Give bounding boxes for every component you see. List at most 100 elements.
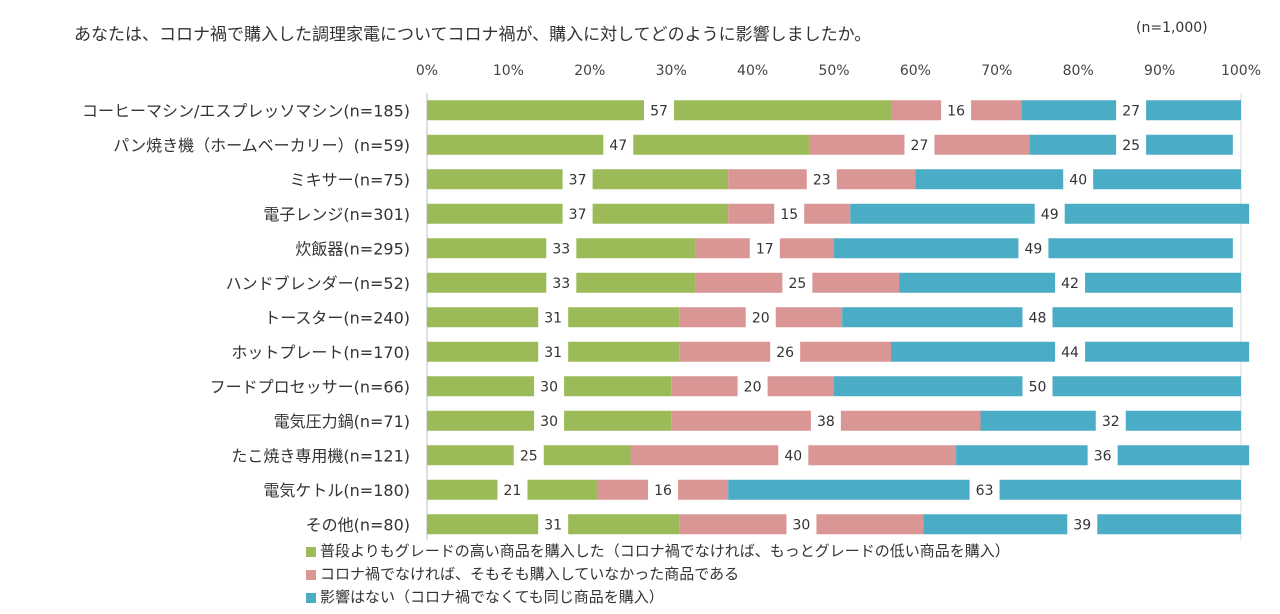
data-label-background <box>1022 306 1053 329</box>
data-label-background <box>546 271 577 294</box>
data-label: 23 <box>813 172 831 188</box>
data-label-background <box>1022 375 1053 398</box>
data-label: 33 <box>552 241 570 257</box>
data-label-background <box>538 340 569 363</box>
data-label-background <box>534 375 565 398</box>
category-label: パン焼き機（ホームベーカリー）(n=59) <box>113 136 410 155</box>
legend-label-2: コロナ禍でなければ、そもそも購入していなかった商品である <box>320 565 740 583</box>
data-label: 38 <box>817 414 835 430</box>
data-label-background <box>513 444 544 467</box>
data-label: 37 <box>569 172 587 188</box>
legend: 普段よりもグレードの高い商品を購入した（コロナ禍でなければ、もっとグレードの低い… <box>306 540 1010 609</box>
data-label-background <box>1116 133 1147 156</box>
data-label: 63 <box>976 483 994 499</box>
data-label: 57 <box>650 103 668 119</box>
chart-title: あなたは、コロナ禍で購入した調理家電についてコロナ禍が、購入に対してどのように影… <box>74 25 872 45</box>
x-tick-label: 20% <box>574 63 605 79</box>
data-label-background <box>782 271 813 294</box>
data-label-background <box>1055 271 1086 294</box>
data-label: 37 <box>569 207 587 223</box>
data-label: 48 <box>1029 310 1047 326</box>
data-label-background <box>534 409 565 432</box>
data-label-background <box>904 133 935 156</box>
category-label: その他(n=80) <box>306 515 410 534</box>
data-label-background <box>969 478 1000 501</box>
data-label-background <box>562 168 593 191</box>
data-label: 27 <box>1122 103 1140 119</box>
data-label-background <box>538 513 569 536</box>
data-label-background <box>643 99 674 122</box>
data-label-background <box>562 202 593 225</box>
category-label: 電気ケトル(n=180) <box>263 481 410 500</box>
data-label: 20 <box>752 310 770 326</box>
data-label: 27 <box>911 138 929 154</box>
legend-label-1: 普段よりもグレードの高い商品を購入した（コロナ禍でなければ、もっとグレードの低い… <box>320 542 1010 560</box>
data-label: 25 <box>1122 138 1140 154</box>
data-label-background <box>941 99 972 122</box>
x-tick-label: 30% <box>656 63 687 79</box>
data-label: 30 <box>793 517 811 533</box>
data-label: 42 <box>1061 276 1079 292</box>
data-label: 16 <box>947 103 965 119</box>
data-label-background <box>745 306 776 329</box>
category-label: トースター(n=240) <box>264 308 410 327</box>
legend-swatch-2 <box>306 569 316 580</box>
x-tick-label: 90% <box>1144 63 1175 79</box>
sample-size-note: (n=1,000) <box>1136 20 1208 36</box>
data-label: 36 <box>1094 448 1112 464</box>
category-label: 電子レンジ(n=301) <box>263 205 410 224</box>
data-label: 17 <box>756 241 774 257</box>
category-label: たこ焼き専用機(n=121) <box>231 446 410 465</box>
category-label: 電気圧力鍋(n=71) <box>274 412 410 431</box>
x-tick-label: 0% <box>416 63 438 79</box>
data-label: 39 <box>1073 517 1091 533</box>
data-label: 47 <box>609 138 627 154</box>
data-label-background <box>749 237 780 260</box>
data-label: 49 <box>1025 241 1043 257</box>
data-label: 49 <box>1041 207 1059 223</box>
data-label: 21 <box>504 483 522 499</box>
data-label: 26 <box>776 345 794 361</box>
legend-swatch-1 <box>306 546 316 557</box>
x-tick-label: 70% <box>981 63 1012 79</box>
data-label: 32 <box>1102 414 1120 430</box>
data-label-background <box>737 375 768 398</box>
category-label: 炊飯器(n=295) <box>295 239 410 258</box>
data-label: 33 <box>552 276 570 292</box>
category-label: フードプロセッサー(n=66) <box>210 377 410 396</box>
x-tick-label: 40% <box>737 63 768 79</box>
data-label-background <box>1116 99 1147 122</box>
data-label-background <box>786 513 817 536</box>
data-label: 15 <box>780 207 798 223</box>
legend-item-1: 普段よりもグレードの高い商品を購入した（コロナ禍でなければ、もっとグレードの低い… <box>306 540 1010 563</box>
x-tick-label: 100% <box>1221 63 1261 79</box>
legend-label-3: 影響はない（コロナ禍でなくても同じ商品を購入） <box>320 588 664 606</box>
category-label: ホットプレート(n=170) <box>231 343 410 362</box>
x-tick-label: 80% <box>1063 63 1094 79</box>
data-label: 25 <box>788 276 806 292</box>
x-tick-label: 60% <box>900 63 931 79</box>
data-label: 31 <box>544 345 562 361</box>
data-label-background <box>1055 340 1086 363</box>
data-label: 20 <box>744 379 762 395</box>
data-label-background <box>1095 409 1126 432</box>
legend-item-2: コロナ禍でなければ、そもそも購入していなかった商品である <box>306 563 1010 586</box>
data-label-background <box>648 478 679 501</box>
data-label-background <box>1087 444 1118 467</box>
data-label-background <box>778 444 809 467</box>
data-label-background <box>603 133 634 156</box>
data-label: 40 <box>1069 172 1087 188</box>
data-label-background <box>497 478 528 501</box>
data-label-background <box>546 237 577 260</box>
data-label-background <box>806 168 837 191</box>
data-label: 16 <box>654 483 672 499</box>
data-label-background <box>774 202 805 225</box>
category-label: コーヒーマシン/エスプレッソマシン(n=185) <box>82 101 410 120</box>
data-label-background <box>1034 202 1065 225</box>
data-label-background <box>1063 168 1094 191</box>
data-label: 30 <box>540 414 558 430</box>
data-label-background <box>1067 513 1098 536</box>
data-label: 50 <box>1029 379 1047 395</box>
data-label: 25 <box>520 448 538 464</box>
category-label: ハンドブレンダー(n=52) <box>226 274 410 293</box>
